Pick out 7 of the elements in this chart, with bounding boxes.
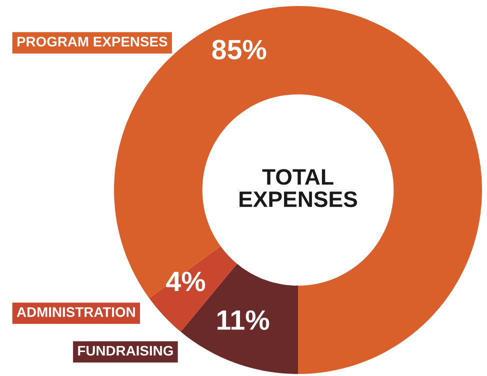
- slice-label: FUNDRAISING: [78, 346, 173, 356]
- data-label: 11%: [218, 310, 270, 330]
- data-label: 4%: [166, 272, 206, 292]
- text: TOTAL EXPENSES: [240, 169, 358, 208]
- slice-label: ADMINISTRATION: [16, 307, 135, 318]
- slice-label: PROGRAM EXPENSES: [17, 36, 168, 47]
- data-label: 85%: [212, 40, 266, 60]
